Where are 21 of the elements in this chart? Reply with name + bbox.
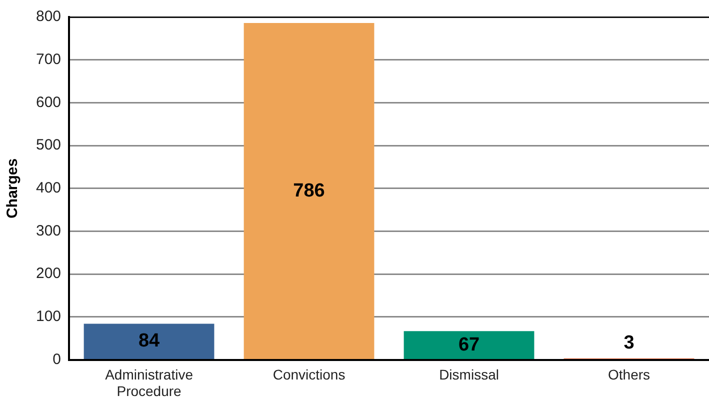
x-tick-label: Administrative Procedure	[105, 366, 194, 399]
data-label: 67	[458, 334, 480, 356]
data-label: 3	[624, 332, 634, 354]
x-tick-label: Dismissal	[439, 366, 499, 383]
y-tick-label: 400	[36, 180, 62, 197]
y-axis-title: Charges	[4, 158, 22, 218]
bar	[84, 324, 214, 360]
bar	[404, 331, 534, 360]
data-label: 786	[293, 180, 325, 202]
y-tick-label: 0	[52, 350, 62, 368]
y-tick-label: 800	[36, 8, 62, 26]
y-tick-label: 600	[36, 94, 62, 111]
y-tick-label: 100	[36, 308, 62, 326]
x-tick-label: Others	[608, 366, 650, 383]
data-label: 84	[138, 330, 160, 352]
bar	[244, 23, 374, 360]
y-tick-label: 300	[36, 222, 62, 240]
y-tick-label: 500	[36, 136, 62, 154]
x-tick-label: Convictions	[272, 366, 346, 383]
y-tick-label: 200	[36, 265, 62, 282]
y-tick-label: 700	[36, 50, 62, 68]
